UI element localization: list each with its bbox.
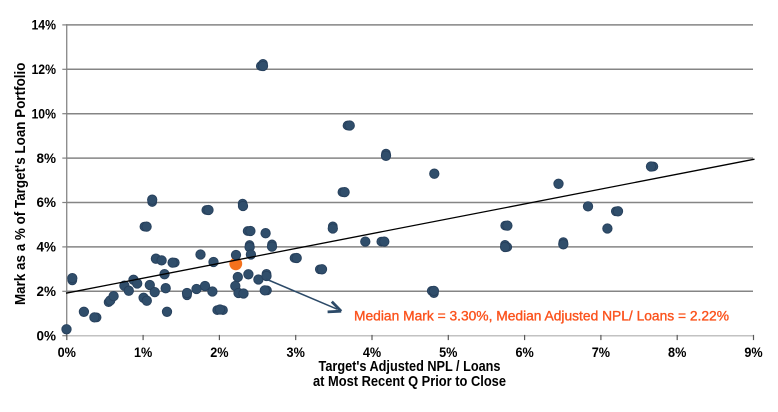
svg-text:4%: 4% xyxy=(363,344,382,360)
svg-text:0%: 0% xyxy=(37,327,57,343)
svg-text:4%: 4% xyxy=(37,239,57,255)
svg-text:at Most Recent Q Prior to Clos: at Most Recent Q Prior to Close xyxy=(313,373,506,390)
svg-text:2%: 2% xyxy=(37,283,57,299)
svg-text:6%: 6% xyxy=(37,194,57,210)
svg-text:Mark as a % of Target's Loan P: Mark as a % of Target's Loan Portfolio xyxy=(12,63,29,305)
svg-text:10%: 10% xyxy=(32,105,57,121)
svg-text:3%: 3% xyxy=(287,344,306,360)
svg-text:8%: 8% xyxy=(668,344,687,360)
svg-text:5%: 5% xyxy=(439,344,458,360)
svg-text:2%: 2% xyxy=(210,344,229,360)
svg-text:9%: 9% xyxy=(744,344,763,360)
svg-text:7%: 7% xyxy=(592,344,611,360)
svg-text:8%: 8% xyxy=(37,150,57,166)
svg-text:0%: 0% xyxy=(58,344,77,360)
svg-text:6%: 6% xyxy=(515,344,534,360)
svg-text:Median Mark = 3.30%, Median Ad: Median Mark = 3.30%, Median Adjusted NPL… xyxy=(354,309,729,324)
svg-text:Target's Adjusted NPL / Loans: Target's Adjusted NPL / Loans xyxy=(319,358,501,375)
svg-text:14%: 14% xyxy=(32,17,57,33)
svg-text:1%: 1% xyxy=(134,344,153,360)
svg-text:12%: 12% xyxy=(32,61,57,77)
